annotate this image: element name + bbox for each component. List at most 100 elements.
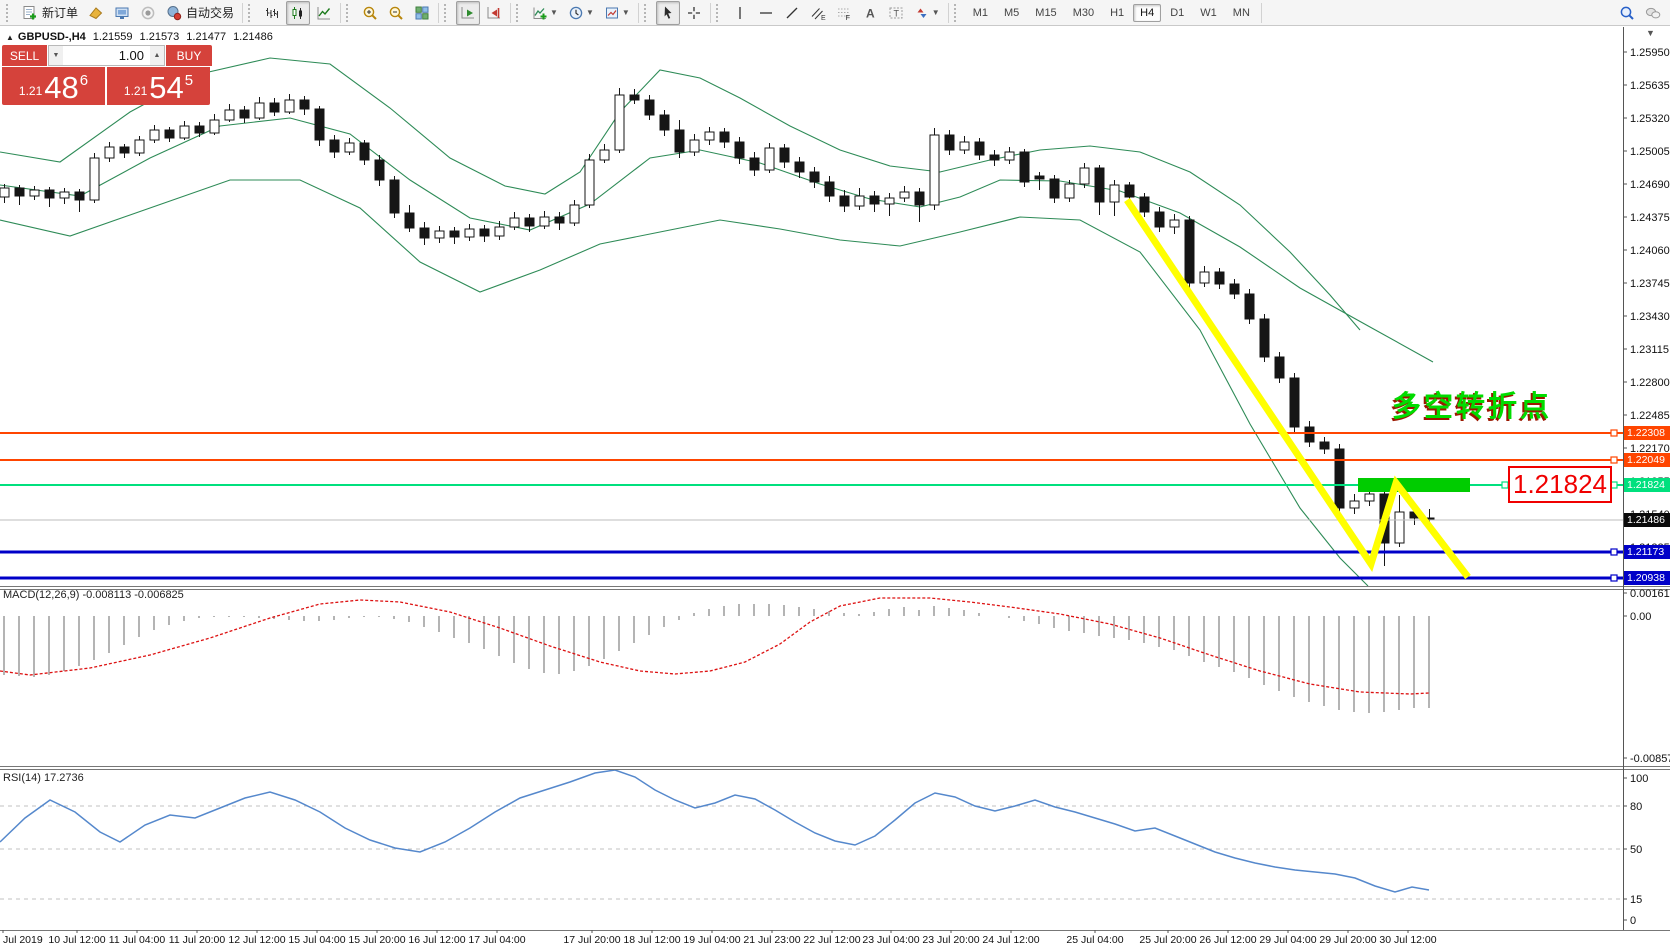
new-order-button[interactable]: 新订单 [18, 1, 82, 25]
new-order-label: 新订单 [42, 6, 79, 20]
collapse-one-click-icon[interactable]: ▲ [6, 33, 14, 42]
toolbar-separator [1260, 2, 1262, 23]
svg-text:E: E [821, 15, 826, 21]
timeframe-w1-button[interactable]: W1 [1200, 6, 1217, 19]
terminal-button[interactable] [110, 1, 134, 25]
chart-annotation-text[interactable]: 多空转折点 [1392, 391, 1553, 423]
line-anchor-handle[interactable] [1610, 429, 1618, 437]
crosshair-button[interactable] [682, 1, 706, 25]
volume-decrease-button[interactable]: ▼ [49, 46, 63, 65]
signals-icon [140, 5, 156, 21]
rsi-label: RSI(14) 17.2736 [3, 772, 84, 784]
periods-button[interactable]: ▼ [564, 1, 598, 25]
svg-text:F: F [845, 13, 850, 21]
timeframe-m5-button[interactable]: M5 [1004, 6, 1020, 19]
search-icon [1619, 5, 1635, 21]
timeframe-h4-button[interactable]: H4 [1133, 3, 1162, 22]
templates-button[interactable]: ▼ [600, 1, 634, 25]
arrows-icon [914, 5, 930, 21]
toolbar-grip[interactable] [444, 3, 451, 22]
toolbar-grip[interactable] [643, 3, 651, 22]
timeframe-d1-button[interactable]: D1 [1170, 6, 1185, 19]
line-chart-button[interactable] [312, 1, 336, 25]
price-tick-label: 1.25635 [1630, 80, 1670, 92]
dropdown-caret-icon[interactable]: ▼ [621, 8, 630, 17]
arrows-button[interactable]: ▼ [910, 1, 944, 25]
search-button[interactable] [1615, 1, 1639, 25]
bar-chart-button[interactable] [260, 1, 284, 25]
vertical-line-button[interactable] [728, 1, 752, 25]
text-label-button[interactable]: T [884, 1, 908, 25]
candle-up [929, 134, 940, 206]
dropdown-caret-icon[interactable]: ▼ [585, 8, 594, 17]
candle-down [1019, 151, 1030, 183]
candle-down [524, 217, 535, 227]
chat-button[interactable] [1641, 1, 1665, 25]
fibonacci-button[interactable]: F [832, 1, 856, 25]
timeframe-h1-button[interactable]: H1 [1110, 6, 1125, 19]
indicator-tick-label: 100 [1630, 773, 1648, 785]
candle-down [1274, 356, 1285, 379]
zoom-out-button[interactable] [384, 1, 408, 25]
toolbar-right [1614, 1, 1666, 25]
toolbar-grip[interactable] [6, 3, 13, 22]
timeframe-mn-button[interactable]: MN [1232, 6, 1250, 19]
candle-down [974, 141, 985, 156]
toolbar-separator [709, 2, 711, 23]
profiles-button[interactable] [84, 1, 108, 25]
equidistant-channel-button[interactable]: E [806, 1, 830, 25]
time-tick-label: 11 Jul 04:00 [109, 934, 166, 945]
cursor-button[interactable] [655, 0, 680, 25]
line-anchor-handle[interactable] [1610, 456, 1618, 464]
signals-button[interactable] [136, 1, 160, 25]
timeframe-m15-button[interactable]: M15 [1035, 6, 1057, 19]
buy-price-button[interactable]: 1.21 54 5 [107, 67, 210, 105]
candle-down [674, 129, 685, 153]
new-order-icon [22, 5, 38, 21]
time-tick-label: 22 Jul 12:00 [803, 934, 860, 945]
line-anchor-handle[interactable] [1610, 548, 1618, 556]
indicators-list-button[interactable]: ▼ [528, 1, 562, 25]
candle-up [959, 141, 970, 151]
toolbar-grip[interactable] [346, 3, 353, 22]
auto-scroll-button[interactable] [456, 0, 481, 25]
price-badge-1.21173: 1.21173 [1624, 545, 1670, 559]
text-button[interactable]: A [858, 1, 882, 25]
horizontal-line-button[interactable] [754, 1, 778, 25]
price-tick-label: 1.25950 [1630, 47, 1670, 59]
candle-up [209, 119, 220, 134]
dropdown-caret-icon[interactable]: ▼ [931, 8, 940, 17]
candle-chart-button[interactable] [286, 0, 311, 25]
open-value: 1.21559 [92, 31, 133, 43]
price-tag-label[interactable]: 1.21824 [1508, 466, 1612, 503]
scroll-to-end-marker[interactable]: ▼ [1646, 28, 1655, 38]
toolbar-grip[interactable] [248, 3, 255, 22]
timeframe-m30-button[interactable]: M30 [1072, 6, 1095, 19]
toolbar-grip[interactable] [516, 3, 523, 22]
chart-shift-icon [486, 5, 502, 21]
candle-up [1064, 183, 1075, 199]
zoom-in-button[interactable] [358, 1, 382, 25]
dropdown-caret-icon[interactable]: ▼ [550, 8, 558, 17]
toolbar-grip[interactable] [953, 3, 961, 22]
candle-down [1124, 184, 1135, 198]
buy-button[interactable]: BUY [166, 45, 212, 66]
tile-windows-button[interactable] [410, 1, 434, 25]
line-anchor-handle[interactable] [1610, 574, 1618, 582]
time-tick-label: 17 Jul 20:00 [563, 934, 620, 945]
timeframe-m1-button[interactable]: M1 [972, 6, 988, 19]
sell-price-button[interactable]: 1.21 48 6 [2, 67, 105, 105]
toolbar-grip[interactable] [715, 3, 723, 22]
chart-shift-button[interactable] [482, 1, 506, 25]
candle-down [1184, 219, 1195, 284]
volume-input[interactable]: 1.00 [118, 48, 144, 63]
autotrading-button[interactable]: 自动交易 [162, 1, 238, 25]
yellow-trend-line[interactable] [1124, 198, 1471, 580]
close-value: 1.21486 [233, 31, 273, 43]
candle-down [1229, 283, 1240, 295]
autotrading-label: 自动交易 [186, 6, 235, 20]
trendline-button[interactable] [780, 1, 804, 25]
green-zone-rectangle[interactable] [1358, 478, 1470, 492]
volume-increase-button[interactable]: ▲ [150, 46, 164, 65]
sell-button[interactable]: SELL [2, 45, 47, 66]
